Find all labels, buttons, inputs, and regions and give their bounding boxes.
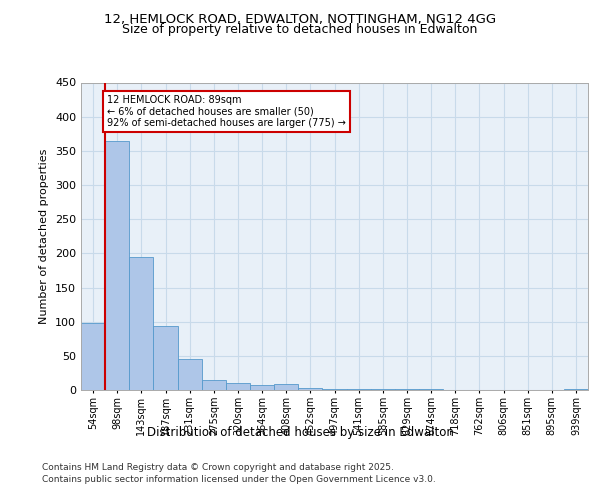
Bar	[347, 388, 371, 390]
Bar	[154, 326, 178, 390]
Bar	[202, 380, 226, 390]
Bar	[81, 323, 105, 390]
Bar	[178, 359, 202, 390]
Text: Distribution of detached houses by size in Edwalton: Distribution of detached houses by size …	[146, 426, 454, 439]
Text: Contains HM Land Registry data © Crown copyright and database right 2025.: Contains HM Land Registry data © Crown c…	[42, 464, 394, 472]
Bar	[250, 385, 274, 390]
Bar	[129, 257, 154, 390]
Bar	[419, 388, 443, 390]
Text: 12, HEMLOCK ROAD, EDWALTON, NOTTINGHAM, NG12 4GG: 12, HEMLOCK ROAD, EDWALTON, NOTTINGHAM, …	[104, 12, 496, 26]
Bar	[322, 388, 347, 390]
Y-axis label: Number of detached properties: Number of detached properties	[40, 148, 49, 324]
Bar	[226, 383, 250, 390]
Text: Contains public sector information licensed under the Open Government Licence v3: Contains public sector information licen…	[42, 475, 436, 484]
Bar	[371, 388, 395, 390]
Text: 12 HEMLOCK ROAD: 89sqm
← 6% of detached houses are smaller (50)
92% of semi-deta: 12 HEMLOCK ROAD: 89sqm ← 6% of detached …	[107, 95, 346, 128]
Bar	[395, 388, 419, 390]
Bar	[298, 388, 322, 390]
Bar	[564, 388, 588, 390]
Text: Size of property relative to detached houses in Edwalton: Size of property relative to detached ho…	[122, 24, 478, 36]
Bar	[274, 384, 298, 390]
Bar	[105, 140, 129, 390]
